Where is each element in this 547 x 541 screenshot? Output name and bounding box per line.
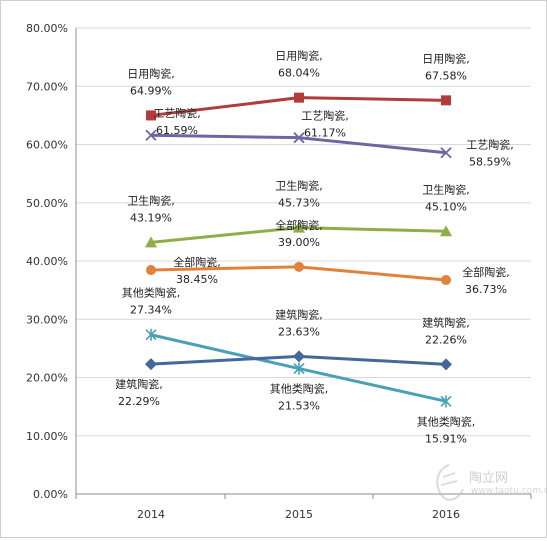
data-point xyxy=(441,95,451,106)
data-label-series-name: 全部陶瓷, xyxy=(275,218,323,232)
data-label-value: 39.00% xyxy=(278,236,320,249)
x-tick-label: 2014 xyxy=(137,508,165,521)
y-tick-label: 20.00% xyxy=(26,372,68,385)
data-point xyxy=(145,129,157,141)
data-label-value: 23.63% xyxy=(278,325,320,338)
data-label-series-name: 日用陶瓷, xyxy=(275,49,323,63)
data-label-series-name: 工艺陶瓷, xyxy=(466,138,514,152)
y-tick-label: 80.00% xyxy=(26,22,68,35)
data-label-series-name: 建筑陶瓷, xyxy=(115,377,163,391)
y-tick-label: 50.00% xyxy=(26,197,68,210)
data-label-series-name: 全部陶瓷, xyxy=(173,255,221,269)
data-point xyxy=(440,358,452,371)
x-tick-label: 2016 xyxy=(432,508,460,521)
data-point xyxy=(293,132,305,144)
data-label-series-name: 其他类陶瓷, xyxy=(417,414,476,428)
y-tick-label: 60.00% xyxy=(26,139,68,152)
data-point xyxy=(440,225,452,237)
y-tick-label: 10.00% xyxy=(26,430,68,443)
data-point xyxy=(440,395,452,408)
data-point xyxy=(145,236,157,248)
data-label-value: 21.53% xyxy=(278,400,320,413)
watermark-logo-icon xyxy=(436,464,464,501)
data-point xyxy=(441,275,451,286)
data-point xyxy=(294,92,304,103)
data-label-value: 68.04% xyxy=(278,67,320,80)
data-label-value: 45.73% xyxy=(278,197,320,210)
data-label-value: 38.45% xyxy=(176,273,218,286)
data-label-value: 15.91% xyxy=(425,432,467,445)
data-point xyxy=(440,147,452,159)
data-label-value: 58.59% xyxy=(469,156,511,169)
x-tick-label: 2015 xyxy=(285,508,313,521)
data-label-value: 22.29% xyxy=(118,395,160,408)
data-label-value: 27.34% xyxy=(130,304,172,317)
y-tick-label: 30.00% xyxy=(26,313,68,326)
data-label-value: 61.17% xyxy=(304,127,346,140)
y-tick-label: 0.00% xyxy=(33,488,68,501)
data-label-value: 64.99% xyxy=(130,84,172,97)
watermark: 陶立网 www.taotu.com.cn xyxy=(429,459,547,505)
data-point xyxy=(145,358,157,371)
data-point xyxy=(146,110,156,121)
data-label-value: 45.10% xyxy=(425,200,467,213)
data-point xyxy=(293,362,305,375)
data-label-value: 67.58% xyxy=(425,69,467,82)
y-tick-label: 40.00% xyxy=(26,255,68,268)
data-label-series-name: 日用陶瓷, xyxy=(422,51,470,65)
data-label-series-name: 建筑陶瓷, xyxy=(275,307,323,321)
data-point xyxy=(146,265,156,276)
watermark-url: www.taotu.com.cn xyxy=(471,486,547,496)
data-point xyxy=(293,350,305,363)
data-label-series-name: 日用陶瓷, xyxy=(127,66,175,80)
y-tick-label: 70.00% xyxy=(26,80,68,93)
data-label-series-name: 工艺陶瓷, xyxy=(301,109,349,123)
data-label-value: 43.19% xyxy=(130,211,172,224)
data-label-value: 36.73% xyxy=(465,283,507,296)
data-point xyxy=(294,261,304,272)
data-label-series-name: 建筑陶瓷, xyxy=(422,315,470,329)
watermark-text: 陶立网 xyxy=(469,471,509,486)
data-point xyxy=(145,328,157,341)
data-label-series-name: 其他类陶瓷, xyxy=(270,382,329,396)
data-label-series-name: 卫生陶瓷, xyxy=(127,193,175,207)
data-label-series-name: 工艺陶瓷, xyxy=(153,106,201,120)
data-label-series-name: 卫生陶瓷, xyxy=(422,182,470,196)
data-label-series-name: 全部陶瓷, xyxy=(462,265,510,279)
data-label-value: 61.59% xyxy=(156,124,198,137)
data-point xyxy=(293,221,305,233)
data-label-value: 22.26% xyxy=(425,333,467,346)
data-label-series-name: 卫生陶瓷, xyxy=(275,179,323,193)
data-label-series-name: 其他类陶瓷, xyxy=(122,286,181,300)
